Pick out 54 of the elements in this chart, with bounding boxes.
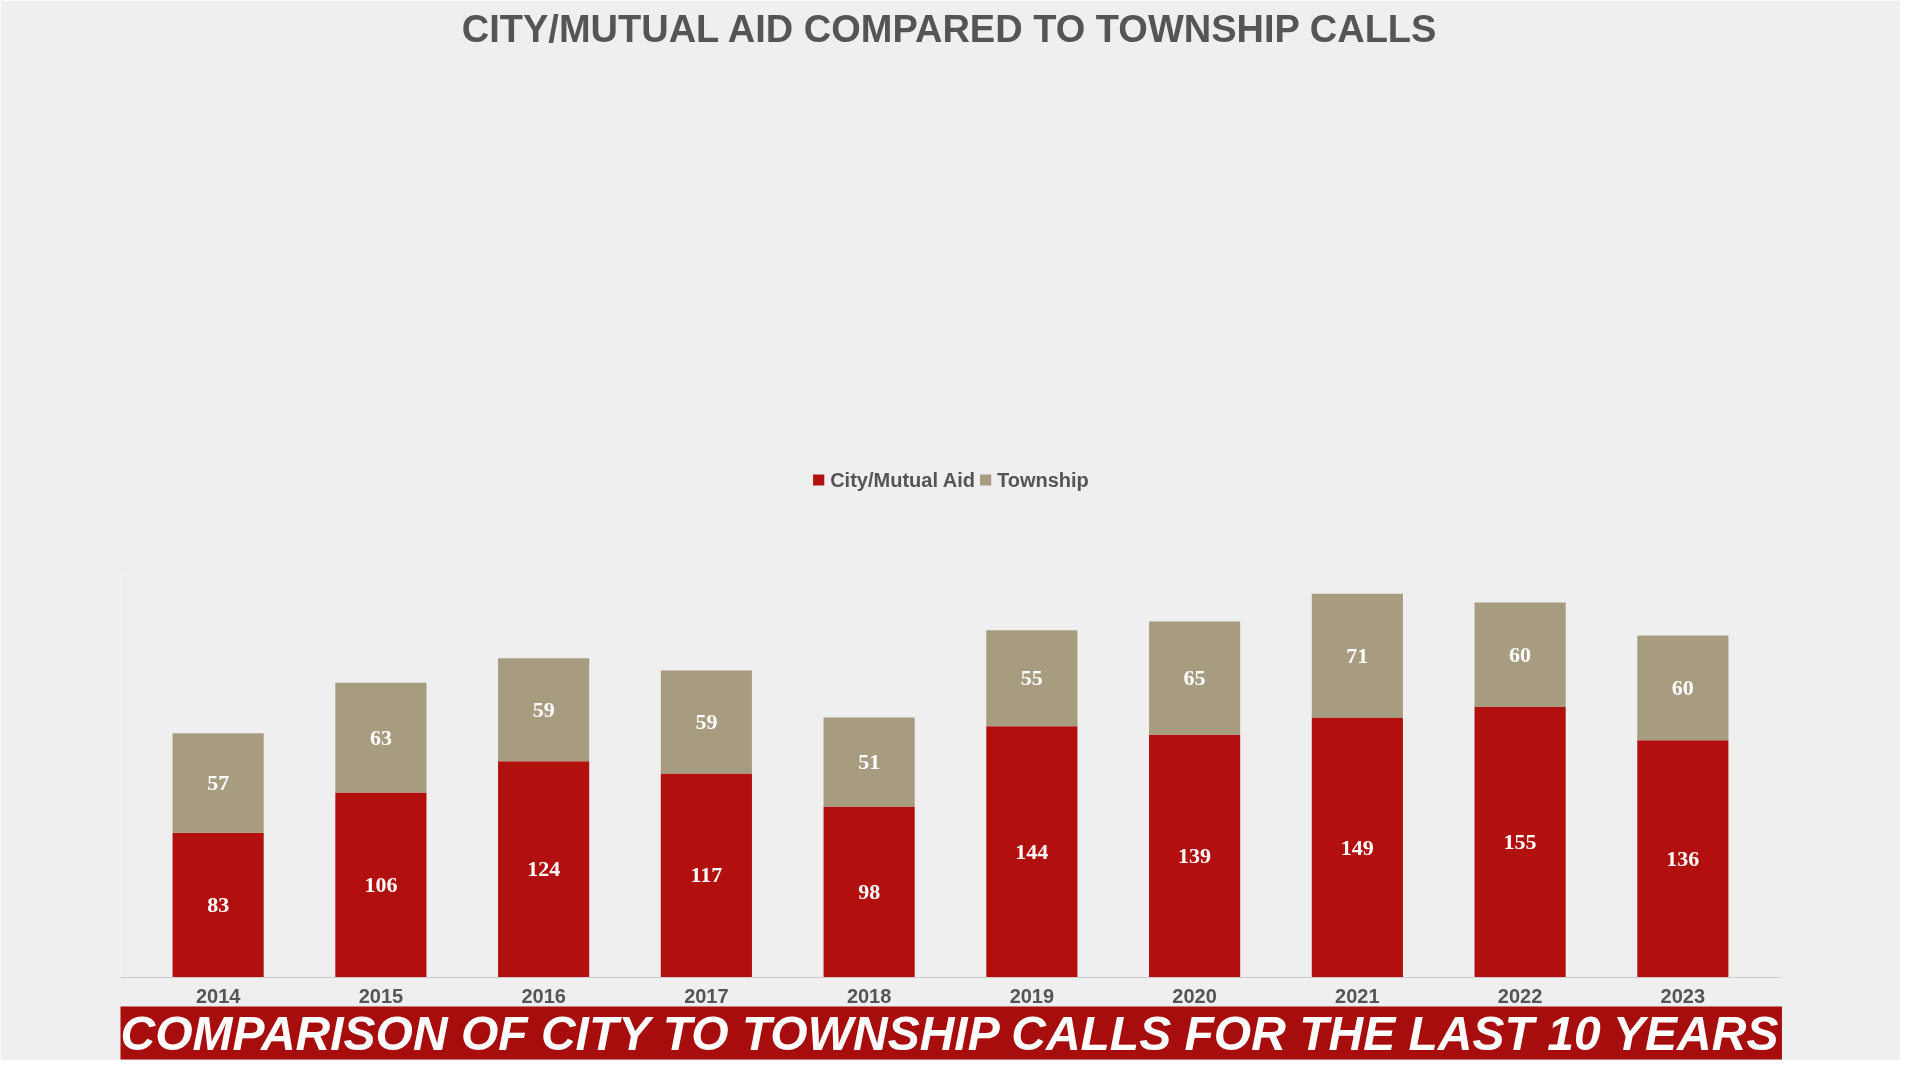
x-tick-label: 2020	[1172, 984, 1217, 1007]
x-tick-label: 2017	[684, 984, 729, 1007]
data-label: 60	[1671, 674, 1694, 700]
data-label: 117	[690, 862, 723, 888]
bar	[335, 682, 427, 793]
bar	[823, 806, 915, 978]
data-label: 139	[1178, 843, 1212, 869]
text: COMPARISON OF CITY TO TOWNSHIP CALLS FOR THE LAST 10 YEARS	[120, 1006, 1779, 1060]
x-tick-label: 2015	[358, 984, 404, 1007]
bar	[1474, 707, 1566, 978]
bar	[498, 761, 590, 978]
data-label: 60	[1509, 641, 1532, 667]
bar	[335, 792, 427, 978]
data-label: 65	[1183, 665, 1206, 691]
bar	[1474, 602, 1566, 708]
data-label: 144	[1015, 838, 1049, 864]
bar	[1149, 735, 1241, 978]
x-tick-label: 2022	[1497, 984, 1543, 1007]
x-tick-label: 2018	[846, 984, 892, 1007]
data-label: 98	[858, 879, 881, 905]
data-label: 57	[207, 769, 230, 795]
bar	[172, 832, 264, 978]
data-label: 71	[1346, 642, 1369, 668]
bar	[986, 726, 1078, 978]
legend-label: City/Mutual Aid	[830, 468, 975, 492]
bar	[1311, 593, 1403, 718]
bar	[986, 630, 1078, 727]
data-label: 83	[207, 892, 230, 918]
data-label: 106	[364, 872, 398, 898]
x-tick-label: 2019	[1009, 984, 1055, 1007]
bar	[1311, 717, 1403, 978]
data-label: 155	[1503, 829, 1537, 855]
data-label: 136	[1666, 845, 1700, 871]
bar	[498, 658, 590, 762]
x-tick-label: 2016	[521, 984, 566, 1007]
bar	[1637, 635, 1729, 741]
x-tick-label: 2014	[195, 984, 242, 1007]
data-label: 63	[369, 724, 392, 750]
data-label: 55	[1020, 665, 1043, 691]
bar	[1637, 740, 1729, 978]
data-label: 59	[695, 708, 718, 734]
x-tick-label: 2023	[1660, 984, 1706, 1007]
x-tick-label: 2021	[1335, 984, 1380, 1007]
bar	[660, 773, 752, 978]
bar	[172, 733, 264, 833]
bar	[660, 670, 752, 774]
bar	[1149, 621, 1241, 735]
data-label: 51	[858, 749, 881, 775]
bar	[823, 717, 915, 807]
chart-title: CITY/MUTUAL AID COMPARED TO TOWNSHIP CALLS	[461, 7, 1437, 50]
data-label: 124	[527, 856, 561, 882]
data-label: 149	[1340, 834, 1374, 860]
legend-label: Township	[996, 468, 1089, 492]
data-label: 59	[532, 696, 555, 722]
